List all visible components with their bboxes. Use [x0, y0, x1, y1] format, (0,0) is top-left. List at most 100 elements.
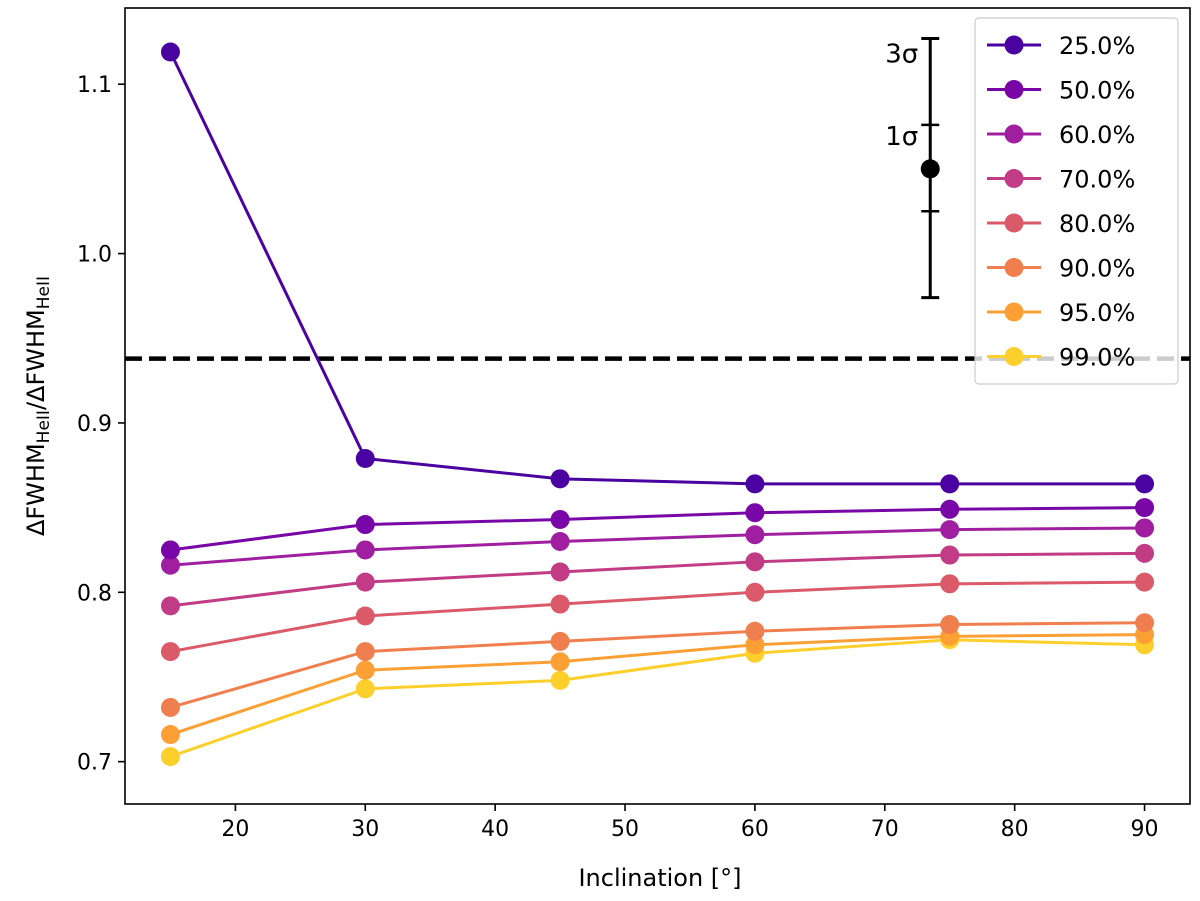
legend-marker: [1004, 80, 1024, 99]
legend-item: 90.0%: [987, 255, 1135, 283]
legend-item: 60.0%: [987, 121, 1135, 149]
y-label-numerator-sub: HeII: [34, 410, 54, 443]
x-tick-label: 80: [1001, 817, 1029, 842]
x-axis-label: Inclination [°]: [578, 864, 741, 892]
legend-item: 25.0%: [987, 32, 1135, 60]
series-line: [169, 633, 1145, 736]
data-point: [1135, 474, 1155, 494]
data-point: [550, 652, 570, 672]
legend-label: 99.0%: [1059, 344, 1135, 372]
data-point: [745, 552, 765, 572]
series-line: [169, 51, 1145, 486]
legend-label: 25.0%: [1059, 32, 1135, 60]
legend-marker: [1004, 258, 1024, 277]
x-tick-label: 70: [871, 817, 899, 842]
data-point: [1135, 613, 1155, 633]
y-axis-label: ΔFWHMHeII/ΔFWHMHeII: [22, 276, 54, 536]
y-label-denominator-sub: HeII: [34, 276, 54, 309]
y-tick-label: 1.0: [77, 243, 112, 268]
data-point: [160, 697, 180, 717]
legend-item: 95.0%: [987, 299, 1135, 327]
legend: 25.0% 50.0% 60.0% 70.0% 80.0% 90.0% 95.0% 99.0%: [974, 17, 1179, 385]
series-6: [160, 498, 1155, 560]
legend-marker: [1004, 35, 1024, 55]
data-point: [355, 660, 375, 680]
y-label-separator: /: [22, 401, 50, 410]
series-line: [170, 551, 1145, 608]
y-tick-label: 0.8: [77, 581, 112, 606]
data-point: [355, 515, 375, 535]
data-point: [355, 642, 375, 662]
legend-label: 90.0%: [1059, 255, 1135, 283]
series-7: [160, 42, 1155, 494]
legend-label: 60.0%: [1059, 121, 1135, 149]
x-tick-label: 20: [221, 817, 249, 842]
data-point: [355, 572, 375, 592]
data-point: [745, 474, 765, 494]
legend-item: 50.0%: [987, 77, 1135, 105]
y-tick-label: 1.1: [77, 73, 112, 98]
legend-marker: [1004, 347, 1024, 366]
series-group: [160, 42, 1155, 767]
data-point: [160, 747, 180, 767]
legend-item: 70.0%: [987, 166, 1135, 194]
x-tick-label: 40: [481, 817, 509, 842]
y-label-numerator: ΔFWHM: [22, 443, 50, 536]
data-point: [160, 642, 180, 662]
sigma-label-1: 1σ: [885, 122, 918, 152]
axes-group: 20 30 40 50 60 70 80 90 0.7 0.8 0.9 1.0 1.1: [77, 7, 1191, 842]
data-point: [355, 679, 375, 699]
legend-marker: [1004, 169, 1024, 188]
data-point: [550, 631, 570, 651]
data-point: [1135, 572, 1155, 592]
data-point: [160, 555, 180, 575]
data-point: [550, 670, 570, 690]
data-point: [940, 574, 960, 594]
data-point: [160, 42, 180, 62]
series-5: [160, 518, 1155, 575]
legend-item: 80.0%: [987, 210, 1135, 238]
data-point: [745, 525, 765, 545]
series-line: [170, 526, 1145, 567]
error-bar-group: 3σ 1σ: [885, 36, 940, 300]
series-line: [170, 621, 1145, 709]
data-point: [355, 540, 375, 560]
data-point: [940, 545, 960, 565]
data-point: [745, 503, 765, 523]
data-point: [940, 474, 960, 494]
legend-label: 70.0%: [1059, 166, 1135, 194]
sigma-label-3: 3σ: [885, 39, 918, 69]
data-point: [550, 594, 570, 614]
legend-item: 99.0%: [987, 344, 1135, 372]
data-point: [160, 596, 180, 616]
data-point: [1135, 518, 1155, 538]
legend-marker: [1004, 124, 1024, 144]
data-point: [355, 606, 375, 626]
series-line: [170, 580, 1145, 654]
data-point: [550, 531, 570, 551]
series-3: [160, 572, 1155, 662]
x-tick-label: 30: [351, 817, 379, 842]
legend-marker: [1004, 302, 1024, 322]
data-point: [745, 635, 765, 655]
series-line: [170, 506, 1145, 552]
data-point: [1135, 543, 1155, 563]
series-line: [169, 638, 1145, 758]
data-point: [1135, 498, 1155, 518]
data-point: [160, 540, 180, 560]
series-2: [160, 613, 1155, 717]
x-tick-label: 90: [1131, 817, 1159, 842]
legend-label: 95.0%: [1059, 299, 1135, 327]
data-point: [940, 614, 960, 634]
data-point: [940, 520, 960, 540]
data-point: [550, 562, 570, 582]
data-point: [355, 449, 375, 469]
legend-label: 80.0%: [1059, 210, 1135, 238]
x-tick-label: 50: [611, 817, 639, 842]
data-point: [550, 469, 570, 489]
error-bar-point: [920, 159, 940, 179]
legend-marker: [1004, 213, 1024, 233]
y-label-denominator: ΔFWHM: [22, 309, 50, 402]
x-tick-label: 60: [741, 817, 769, 842]
